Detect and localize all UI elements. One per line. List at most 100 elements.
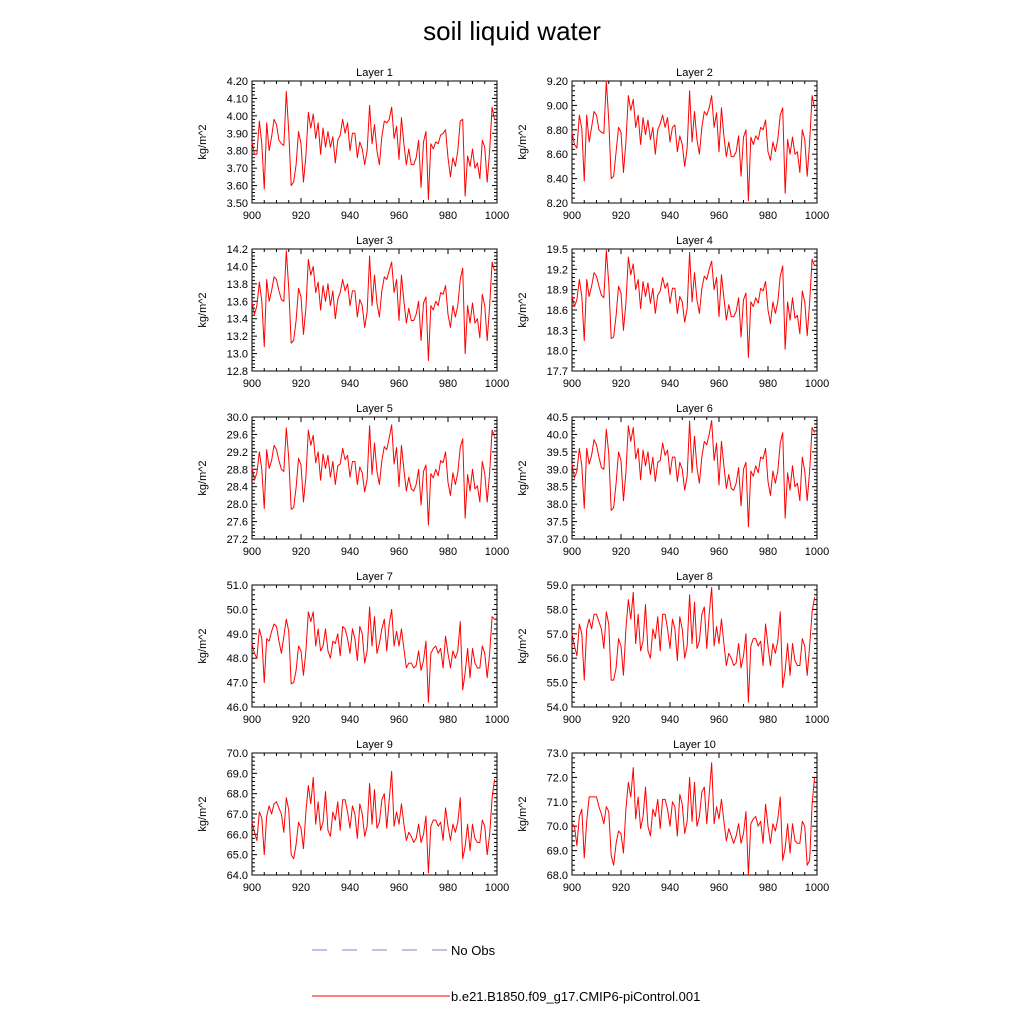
y-tick-label: 46.0 [227,702,248,714]
y-axis-label: kg/m^2 [197,796,209,831]
y-tick-label: 47.0 [227,678,248,690]
x-tick-label: 920 [292,882,310,894]
y-tick-label: 38.5 [547,482,568,494]
x-tick-label: 960 [710,546,728,558]
x-tick-label: 960 [710,378,728,390]
x-tick-label: 900 [243,714,261,726]
y-tick-label: 19.2 [547,264,568,276]
x-tick-label: 960 [390,546,408,558]
y-tick-label: 37.5 [547,517,568,529]
x-tick-label: 1000 [485,714,509,726]
plot-frame [251,416,498,540]
panel-layer-10: Layer 10 kg/m^2 900 920 940 960 980 1000 68.0 69.… [517,739,829,894]
y-tick-label: 13.6 [227,296,248,308]
x-tick-label: 980 [759,882,777,894]
x-tick-label: 980 [759,546,777,558]
x-tick-label: 960 [710,210,728,222]
y-tick-label: 3.70 [227,163,248,175]
y-tick-label: 29.2 [227,447,248,459]
y-tick-label: 30.0 [227,412,248,424]
y-tick-label: 3.50 [227,198,248,210]
y-tick-label: 13.2 [227,331,248,343]
x-tick-label: 1000 [485,210,509,222]
plot-frame [571,416,818,540]
plot-frame [251,584,498,708]
x-tick-label: 940 [661,210,679,222]
panel-title: Layer 7 [356,571,393,583]
y-tick-label: 19.5 [547,244,568,256]
y-tick-label: 28.8 [227,464,248,476]
y-axis-label: kg/m^2 [197,460,209,495]
panel-title: Layer 8 [676,571,713,583]
series-line [251,250,496,362]
x-tick-label: 980 [759,210,777,222]
series-line [571,249,816,358]
y-tick-label: 39.5 [547,447,568,459]
x-tick-label: 940 [661,546,679,558]
x-tick-label: 1000 [805,210,829,222]
y-tick-label: 27.6 [227,517,248,529]
x-tick-label: 920 [292,546,310,558]
x-tick-label: 960 [710,882,728,894]
x-tick-label: 940 [341,546,359,558]
panel-layer-7: Layer 7 kg/m^2 900 920 940 960 980 1000 46.0 47.0… [197,571,509,726]
series-line [571,419,816,528]
panel-layer-4: Layer 4 kg/m^2 900 920 940 960 980 1000 17.7 18.0… [517,235,829,390]
y-axis-label: kg/m^2 [517,292,529,327]
x-tick-label: 980 [759,378,777,390]
y-tick-label: 54.0 [547,702,568,714]
x-tick-label: 900 [563,882,581,894]
y-tick-label: 70.0 [227,748,248,760]
y-tick-label: 8.60 [547,149,568,161]
x-tick-label: 960 [710,714,728,726]
panel-title: Layer 10 [673,739,716,751]
x-tick-label: 1000 [485,378,509,390]
x-tick-label: 900 [563,378,581,390]
y-tick-label: 55.0 [547,678,568,690]
y-tick-label: 71.0 [547,797,568,809]
x-tick-label: 900 [243,546,261,558]
y-tick-label: 18.0 [547,346,568,358]
panel-layer-6: Layer 6 kg/m^2 900 920 940 960 980 1000 37.0 37.5… [517,403,829,558]
x-tick-label: 980 [439,378,457,390]
y-tick-label: 8.20 [547,198,568,210]
y-tick-label: 4.00 [227,111,248,123]
y-tick-label: 39.0 [547,464,568,476]
x-tick-label: 960 [390,882,408,894]
y-tick-label: 68.0 [547,870,568,882]
y-tick-label: 4.10 [227,93,248,105]
series-line [571,586,816,703]
x-tick-label: 920 [292,210,310,222]
y-axis-label: kg/m^2 [197,124,209,159]
x-tick-label: 900 [563,546,581,558]
y-axis-label: kg/m^2 [197,628,209,663]
panel-title: Layer 9 [356,739,393,751]
y-tick-label: 68.0 [227,789,248,801]
y-tick-label: 72.0 [547,772,568,784]
x-tick-label: 1000 [805,882,829,894]
y-tick-label: 51.0 [227,580,248,592]
x-tick-label: 920 [612,378,630,390]
series-line [251,90,496,201]
x-tick-label: 980 [439,714,457,726]
y-tick-label: 73.0 [547,748,568,760]
x-tick-label: 960 [390,714,408,726]
x-tick-label: 1000 [485,546,509,558]
x-tick-label: 940 [661,378,679,390]
x-tick-label: 940 [341,882,359,894]
y-tick-label: 59.0 [547,580,568,592]
x-tick-label: 1000 [805,378,829,390]
x-tick-label: 940 [341,210,359,222]
y-tick-label: 67.0 [227,809,248,821]
panel-layer-8: Layer 8 kg/m^2 900 920 940 960 980 1000 54.0 55.0… [517,571,829,726]
y-tick-label: 27.2 [227,534,248,546]
y-tick-label: 3.60 [227,181,248,193]
x-tick-label: 960 [390,210,408,222]
y-tick-label: 50.0 [227,604,248,616]
x-tick-label: 980 [439,546,457,558]
x-tick-label: 1000 [485,882,509,894]
x-tick-label: 900 [243,378,261,390]
panel-title: Layer 5 [356,403,393,415]
x-tick-label: 980 [759,714,777,726]
legend-label-no-obs: No Obs [451,943,496,958]
